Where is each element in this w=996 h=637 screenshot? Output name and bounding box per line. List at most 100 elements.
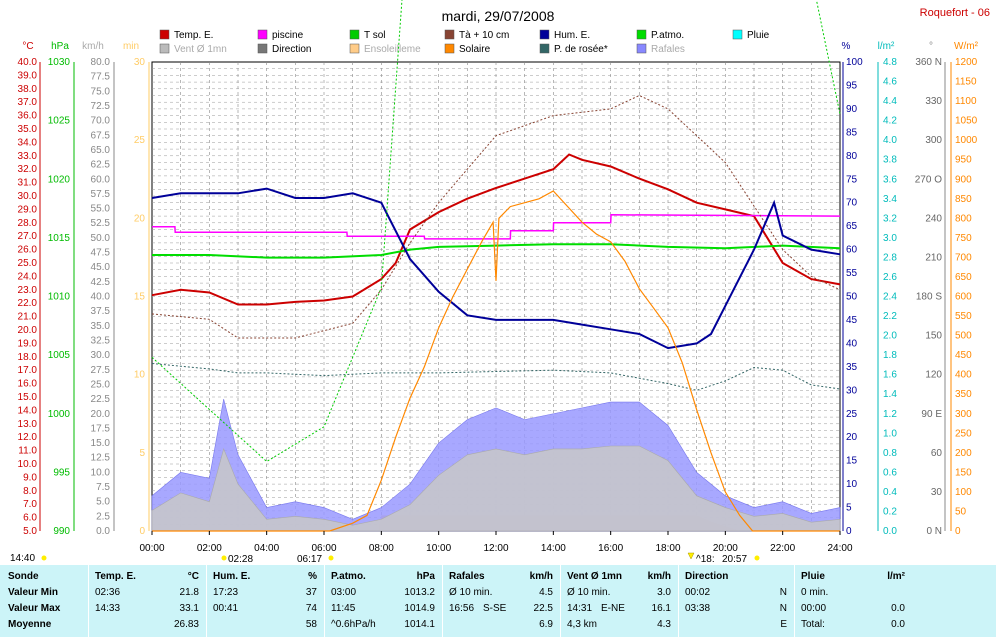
legend-label: Vent Ø 1mn bbox=[174, 44, 227, 55]
wind-tick-label: 70.0 bbox=[91, 116, 111, 127]
summary-dir-time: 00:02 bbox=[685, 587, 711, 598]
legend-label: Temp. E. bbox=[174, 30, 213, 41]
rain-tick-label: 1.4 bbox=[883, 389, 897, 400]
dir-tick-label: 210 bbox=[925, 252, 942, 263]
rain-tick-label: 3.6 bbox=[883, 174, 897, 185]
summary-rain-value: 0.0 bbox=[891, 603, 905, 614]
temp-tick-label: 33.0 bbox=[18, 151, 38, 162]
hum-tick-label: 80 bbox=[846, 151, 858, 162]
solar-tick-label: 350 bbox=[955, 389, 972, 400]
summary-dir-value: N bbox=[779, 587, 787, 598]
rain-tick-label: 4.2 bbox=[883, 116, 897, 127]
summary-press-time: ^0.6hPa/h bbox=[331, 619, 376, 630]
x-tick-label: 06:00 bbox=[311, 543, 336, 554]
temp-tick-label: 5.0 bbox=[23, 526, 37, 537]
summary-dir-time: 03:38 bbox=[685, 603, 711, 614]
rain-tick-label: 4.4 bbox=[883, 96, 897, 107]
x-tick-label: 24:00 bbox=[827, 543, 852, 554]
dir-axis-unit: ° bbox=[929, 41, 933, 52]
wind-tick-label: 60.0 bbox=[91, 174, 111, 185]
press-tick-label: 1025 bbox=[48, 116, 71, 127]
temp-tick-label: 29.0 bbox=[18, 204, 38, 215]
series-p-de-ros-e bbox=[151, 363, 841, 391]
solar-tick-label: 900 bbox=[955, 174, 972, 185]
marker-18: ^18: bbox=[696, 554, 715, 565]
legend-swatch bbox=[444, 43, 455, 54]
minutes-tick-label: 5 bbox=[139, 448, 145, 459]
solar-tick-label: 1100 bbox=[955, 96, 977, 107]
solar-tick-label: 1150 bbox=[955, 77, 977, 88]
sunrise-time-left: 14:40 bbox=[10, 553, 35, 564]
dir-tick-label: 150 bbox=[925, 331, 942, 342]
wind-tick-label: 2.5 bbox=[96, 511, 110, 522]
minutes-tick-label: 20 bbox=[134, 213, 146, 224]
summary-unit-gust: km/h bbox=[529, 571, 553, 582]
summary-temp-time: 02:36 bbox=[95, 587, 121, 598]
wind-tick-label: 0.0 bbox=[96, 526, 110, 537]
temp-tick-label: 16.0 bbox=[18, 379, 38, 390]
temp-tick-label: 34.0 bbox=[18, 137, 38, 148]
wind-tick-label: 22.5 bbox=[91, 394, 111, 405]
temp-tick-label: 32.0 bbox=[18, 164, 38, 175]
sunset-marker bbox=[687, 552, 695, 560]
solar-tick-label: 250 bbox=[955, 428, 972, 439]
summary-label-max: Valeur Max bbox=[8, 603, 61, 614]
rain-tick-label: 1.8 bbox=[883, 350, 897, 361]
solar-tick-label: 150 bbox=[955, 467, 972, 478]
legend-label: T sol bbox=[364, 30, 386, 41]
wind-tick-label: 62.5 bbox=[91, 160, 111, 171]
summary-hum-time: 00:41 bbox=[213, 603, 239, 614]
press-tick-label: 1005 bbox=[48, 350, 71, 361]
rain-tick-label: 2.8 bbox=[883, 252, 897, 263]
summary-hum-value: 37 bbox=[305, 587, 317, 598]
wind-tick-label: 35.0 bbox=[91, 321, 111, 332]
summary-col-gust: Rafales km/h Ø 10 min. 4.5 16:56 S-SE 22.5 6.9 bbox=[442, 565, 561, 637]
rain-tick-label: 4.6 bbox=[883, 77, 897, 88]
hum-tick-label: 25 bbox=[846, 409, 858, 420]
series-temp-e bbox=[151, 153, 841, 306]
x-tick-label: 12:00 bbox=[483, 543, 508, 554]
temp-tick-label: 37.0 bbox=[18, 97, 38, 108]
sun-marker bbox=[328, 555, 334, 561]
wind-tick-label: 15.0 bbox=[91, 438, 111, 449]
solar-tick-label: 600 bbox=[955, 292, 972, 303]
sun-marker bbox=[41, 555, 47, 561]
wind-tick-label: 72.5 bbox=[91, 101, 111, 112]
temp-tick-label: 9.0 bbox=[23, 472, 37, 483]
summary-hum-value: 74 bbox=[305, 603, 317, 614]
wind-tick-label: 20.0 bbox=[91, 409, 111, 420]
summary-col-rain: Pluie l/m² 0 min. 00:00 0.0 Total: 0.0 bbox=[794, 565, 913, 637]
summary-rain-time: 00:00 bbox=[801, 603, 827, 614]
summary-table: Sonde Valeur Min Valeur Max Moyenne Temp… bbox=[0, 565, 996, 637]
temp-tick-label: 31.0 bbox=[18, 178, 38, 189]
dir-tick-label: 360 N bbox=[915, 57, 942, 68]
legend-swatch bbox=[257, 29, 268, 40]
dir-tick-label: 60 bbox=[931, 448, 943, 459]
summary-gust-dir: S-SE bbox=[483, 603, 507, 614]
wind-tick-label: 25.0 bbox=[91, 379, 111, 390]
minutes-axis-unit: min bbox=[123, 41, 139, 52]
temp-tick-label: 20.0 bbox=[18, 325, 38, 336]
solar-tick-label: 200 bbox=[955, 448, 972, 459]
solar-tick-label: 0 bbox=[955, 526, 961, 537]
rain-tick-label: 1.6 bbox=[883, 370, 897, 381]
summary-header-hum: Hum. E. bbox=[213, 571, 251, 582]
dir-tick-label: 0 N bbox=[926, 526, 942, 537]
hum-tick-label: 85 bbox=[846, 127, 858, 138]
summary-label-min: Valeur Min bbox=[8, 587, 59, 598]
series-vent bbox=[151, 445, 841, 532]
solar-tick-label: 50 bbox=[955, 506, 967, 517]
summary-press-time: 11:45 bbox=[331, 603, 356, 614]
solar-tick-label: 500 bbox=[955, 331, 972, 342]
summary-wind-dir: E-NE bbox=[601, 603, 625, 614]
summary-unit-press: hPa bbox=[416, 571, 435, 582]
wind-tick-label: 52.5 bbox=[91, 218, 111, 229]
temp-tick-label: 13.0 bbox=[18, 419, 38, 430]
legend-swatch bbox=[732, 29, 743, 40]
series-solaire bbox=[152, 190, 840, 532]
summary-header-rain: Pluie bbox=[801, 571, 825, 582]
hum-tick-label: 70 bbox=[846, 198, 858, 209]
hum-tick-label: 15 bbox=[846, 456, 858, 467]
hum-tick-label: 65 bbox=[846, 221, 858, 232]
summary-col-press: P.atmo. hPa 03:00 1013.2 11:45 1014.9 ^0.6hPa/… bbox=[324, 565, 443, 637]
